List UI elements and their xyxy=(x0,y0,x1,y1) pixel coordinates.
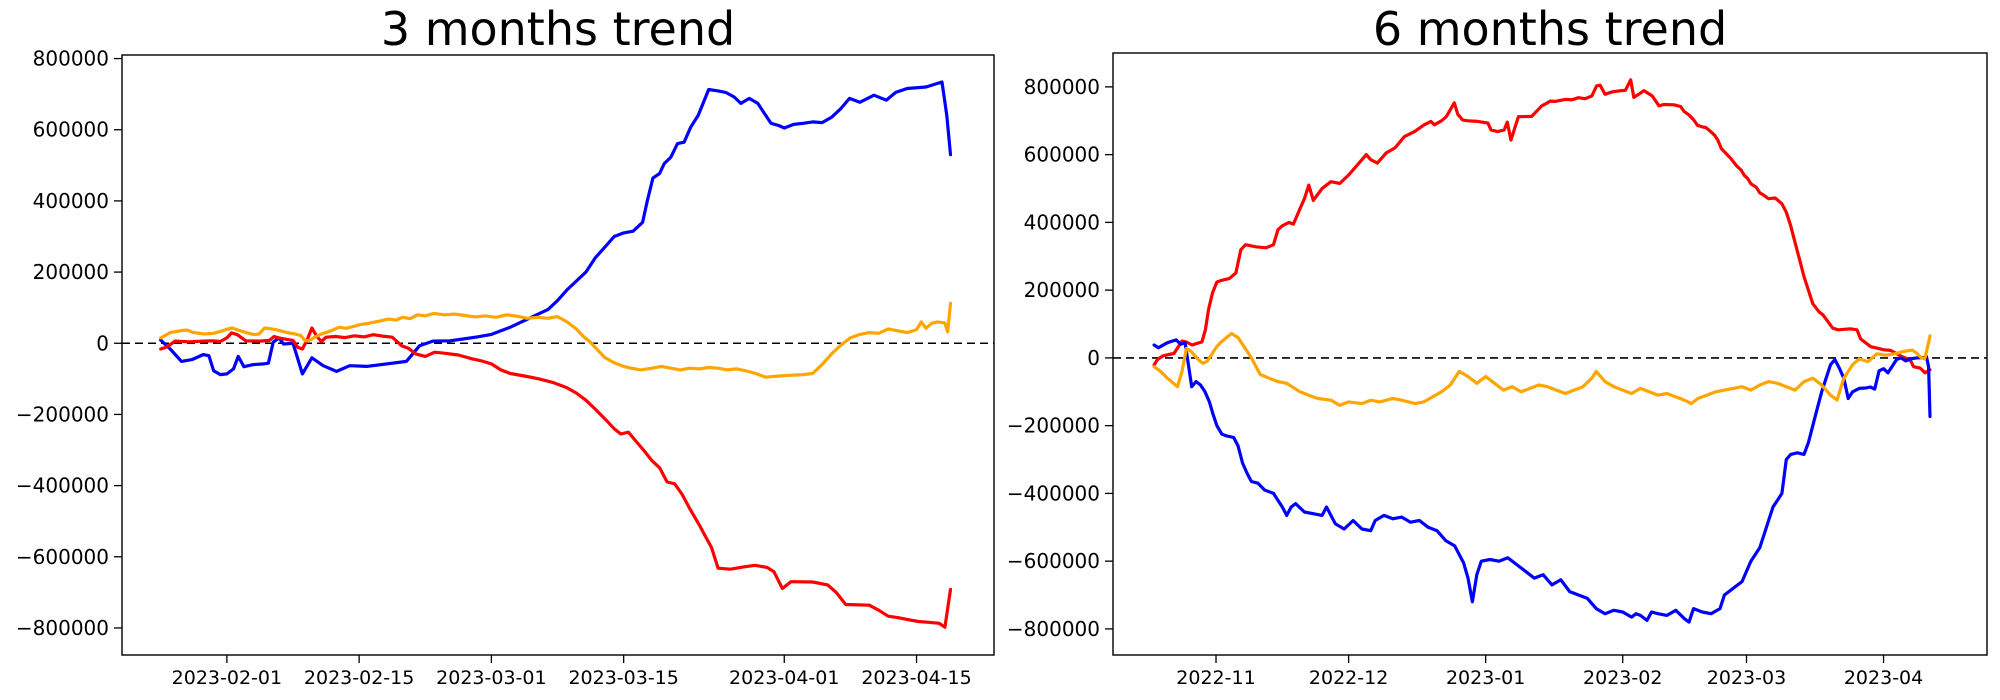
series-line-blue xyxy=(159,80,953,377)
y-tick-label: −600000 xyxy=(16,545,109,569)
chart-title-3-months: 3 months trend xyxy=(380,2,736,56)
chart-title-6-months: 6 months trend xyxy=(1372,2,1728,56)
x-tick-label: 2022-12 xyxy=(1309,667,1388,689)
x-tick-label: 2023-01 xyxy=(1446,667,1525,689)
y-tick-label: 0 xyxy=(96,331,109,355)
y-tick-label: 400000 xyxy=(33,189,109,213)
series-line-blue xyxy=(1152,338,1932,624)
series-line-red xyxy=(1152,78,1932,375)
plot-border xyxy=(1112,52,1988,656)
y-tick-label: −200000 xyxy=(16,402,109,426)
y-tick-label: 200000 xyxy=(33,260,109,284)
y-tick-label: 800000 xyxy=(1024,75,1100,99)
series-line-orange xyxy=(159,301,953,379)
series-line-red xyxy=(159,326,953,629)
y-tick-label: 600000 xyxy=(1024,143,1100,167)
series-line-orange xyxy=(1152,331,1932,407)
plot-border xyxy=(121,54,995,656)
x-tick-label: 2022-11 xyxy=(1176,667,1255,689)
y-tick-label: 800000 xyxy=(33,47,109,71)
y-tick-label: 0 xyxy=(1087,346,1100,370)
x-tick-label: 2023-03-15 xyxy=(568,667,678,689)
y-tick-label: 600000 xyxy=(33,118,109,142)
y-tick-label: −200000 xyxy=(1007,414,1100,438)
x-tick-label: 2023-03-01 xyxy=(436,667,546,689)
y-tick-label: −800000 xyxy=(16,616,109,640)
y-tick-label: −800000 xyxy=(1007,617,1100,641)
x-tick-label: 2023-04 xyxy=(1844,667,1923,689)
x-tick-label: 2023-02-15 xyxy=(304,667,414,689)
y-tick-label: −400000 xyxy=(1007,481,1100,505)
x-tick-label: 2023-04-01 xyxy=(729,667,839,689)
x-tick-label: 2023-02-01 xyxy=(172,667,282,689)
y-tick-label: −600000 xyxy=(1007,549,1100,573)
y-tick-label: 400000 xyxy=(1024,210,1100,234)
y-tick-label: 200000 xyxy=(1024,278,1100,302)
x-tick-label: 2023-02 xyxy=(1583,667,1662,689)
x-tick-label: 2023-04-15 xyxy=(861,667,971,689)
y-tick-label: −400000 xyxy=(16,474,109,498)
x-tick-label: 2023-03 xyxy=(1707,667,1786,689)
